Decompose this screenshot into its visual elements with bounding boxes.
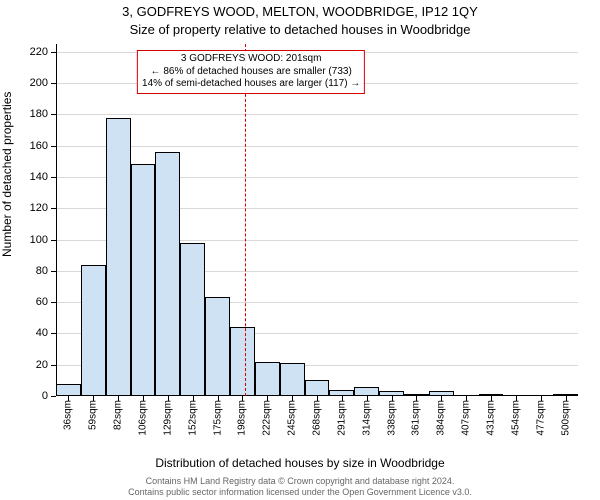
histogram-bar [255,362,280,396]
y-tick-label: 160 [30,140,48,152]
histogram-bar [155,152,180,396]
y-tick-label: 60 [36,296,48,308]
histogram-bar [131,164,156,396]
x-tick-label: 175sqm [212,400,223,436]
x-tick-label: 129sqm [162,400,173,436]
plot-area: 02040608010012014016018020022036sqm59sqm… [56,44,578,396]
x-tick-label: 268sqm [312,400,323,436]
x-tick-label: 291sqm [336,400,347,436]
x-tick-label: 222sqm [262,400,273,436]
x-tick-label: 245sqm [287,400,298,436]
histogram-bar [305,380,330,396]
x-tick-label: 36sqm [63,400,74,430]
footer-line-1: Contains HM Land Registry data © Crown c… [0,476,600,487]
x-tick-label: 477sqm [535,400,546,436]
x-tick-label: 500sqm [560,400,571,436]
histogram-bar [81,265,106,396]
x-tick-label: 106sqm [138,400,149,436]
x-axis-line [56,395,578,396]
grid-line [56,146,578,147]
y-tick-mark [51,396,56,397]
y-tick-label: 20 [36,359,48,371]
x-axis-label: Distribution of detached houses by size … [0,456,600,470]
chart-subtitle: Size of property relative to detached ho… [0,22,600,37]
x-tick-label: 407sqm [461,400,472,436]
footer-line-2: Contains public sector information licen… [0,487,600,498]
chart-title: 3, GODFREYS WOOD, MELTON, WOODBRIDGE, IP… [0,4,600,19]
y-tick-label: 220 [30,46,48,58]
y-axis-line [56,44,57,396]
y-tick-label: 200 [30,77,48,89]
histogram-bar [106,118,131,396]
y-tick-label: 80 [36,265,48,277]
annotation-line-3: 14% of semi-detached houses are larger (… [142,78,360,91]
x-tick-label: 152sqm [187,400,198,436]
x-tick-label: 198sqm [237,400,248,436]
y-tick-label: 180 [30,108,48,120]
x-tick-label: 431sqm [486,400,497,436]
histogram-bar [230,327,255,396]
y-tick-label: 40 [36,327,48,339]
annotation-line-2: ← 86% of detached houses are smaller (73… [142,66,360,79]
x-tick-label: 82sqm [113,400,124,430]
y-tick-label: 140 [30,171,48,183]
x-tick-label: 384sqm [436,400,447,436]
x-tick-label: 361sqm [411,400,422,436]
histogram-bar [180,243,205,396]
footer-text: Contains HM Land Registry data © Crown c… [0,476,600,498]
y-tick-label: 100 [30,234,48,246]
x-tick-label: 59sqm [88,400,99,430]
x-tick-label: 454sqm [510,400,521,436]
chart-container: 3, GODFREYS WOOD, MELTON, WOODBRIDGE, IP… [0,0,600,500]
annotation-line-1: 3 GODFREYS WOOD: 201sqm [142,53,360,66]
annotation-box: 3 GODFREYS WOOD: 201sqm← 86% of detached… [137,50,365,94]
grid-line [56,114,578,115]
y-axis-label: Number of detached properties [0,243,14,257]
histogram-bar [280,363,305,396]
y-tick-label: 120 [30,202,48,214]
reference-line [245,44,246,396]
histogram-bar [205,297,230,396]
y-tick-label: 0 [42,390,48,402]
x-tick-label: 338sqm [386,400,397,436]
x-tick-label: 314sqm [361,400,372,436]
